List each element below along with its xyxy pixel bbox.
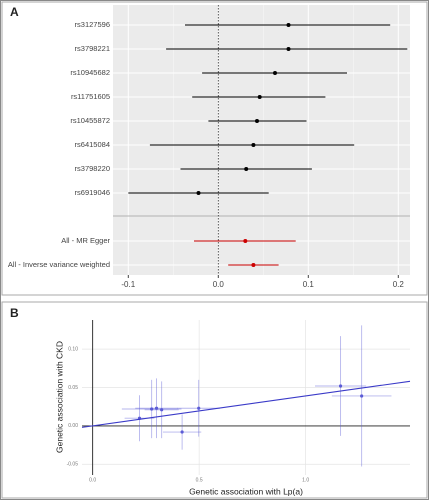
- x-tick-label: -0.1: [121, 280, 135, 289]
- point: [154, 406, 159, 410]
- category-label: rs11751605: [71, 92, 110, 101]
- point: [197, 406, 201, 410]
- ivw-regression-line: [81, 380, 411, 428]
- estimate-point: [257, 95, 262, 99]
- category-label: All - MR Egger: [61, 236, 110, 245]
- x-tick-label: 0.0: [89, 477, 96, 483]
- category-label: rs10455872: [70, 116, 110, 125]
- scatter-plot: 0.0 0.5 1.0 0.10 0.05 0.00 -0.05: [67, 320, 411, 483]
- category-label: rs10945682: [70, 68, 110, 77]
- panel-a-frame: [1, 1, 428, 296]
- y-tick-label: 0.00: [68, 423, 78, 429]
- x-tick-label: 0.0: [213, 280, 225, 289]
- estimate-point: [244, 167, 249, 171]
- plot-background: [113, 5, 410, 275]
- x-tick-label: 0.2: [393, 280, 405, 289]
- point: [180, 430, 184, 434]
- y-tick-label: 0.05: [68, 385, 78, 391]
- panel-label: B: [10, 306, 19, 320]
- x-axis-label: Genetic association with Lp(a): [189, 486, 303, 496]
- y-tick-label: -0.05: [67, 462, 79, 468]
- category-label: All - Inverse variance weighted: [8, 260, 110, 269]
- point: [150, 407, 154, 411]
- estimate-point: [255, 119, 259, 123]
- panel-b-frame: [1, 301, 428, 499]
- category-label: rs3798221: [75, 44, 110, 53]
- y-axis-label: Genetic association with CKD: [54, 341, 64, 453]
- forest-plot: -0.1 0.0 0.1 0.2 rs3127596 rs3798221 rs1094568…: [8, 5, 410, 289]
- category-label: rs3798220: [75, 164, 110, 173]
- estimate-point: [243, 239, 248, 243]
- estimate-point: [273, 71, 277, 75]
- point: [360, 394, 364, 398]
- estimate-point: [286, 23, 291, 27]
- x-tick-label: 1.0: [302, 477, 309, 483]
- estimate-point: [251, 263, 256, 267]
- point: [338, 384, 343, 388]
- estimate-point: [286, 47, 291, 51]
- category-label: rs6919046: [75, 188, 110, 197]
- category-label: rs3127596: [75, 20, 110, 29]
- x-tick-label: 0.1: [303, 280, 315, 289]
- estimate-point: [196, 191, 201, 195]
- category-label: rs6415084: [75, 140, 110, 149]
- panel-label: A: [10, 5, 19, 19]
- y-tick-label: 0.10: [68, 346, 78, 352]
- point: [160, 408, 164, 412]
- estimate-point: [251, 143, 256, 147]
- x-tick-label: 0.5: [196, 477, 203, 483]
